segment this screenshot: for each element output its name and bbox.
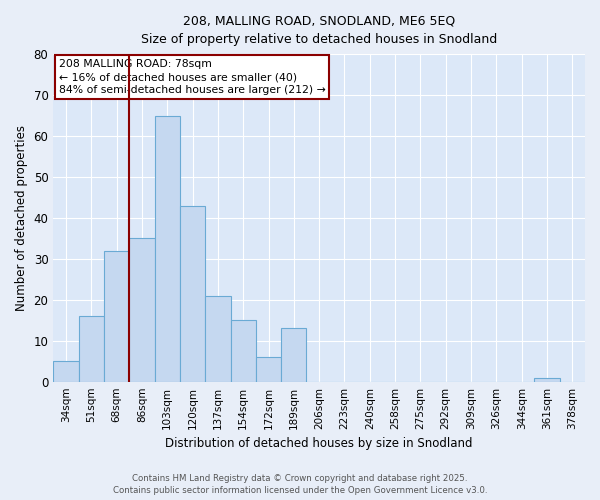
Text: Contains HM Land Registry data © Crown copyright and database right 2025.
Contai: Contains HM Land Registry data © Crown c… [113, 474, 487, 495]
Bar [155, 116, 180, 382]
Bar [104, 250, 129, 382]
Bar [180, 206, 205, 382]
Bar [281, 328, 307, 382]
X-axis label: Distribution of detached houses by size in Snodland: Distribution of detached houses by size … [166, 437, 473, 450]
Bar [129, 238, 155, 382]
Bar [230, 320, 256, 382]
Bar [535, 378, 560, 382]
Title: 208, MALLING ROAD, SNODLAND, ME6 5EQ
Size of property relative to detached house: 208, MALLING ROAD, SNODLAND, ME6 5EQ Siz… [141, 15, 497, 46]
Text: 208 MALLING ROAD: 78sqm
← 16% of detached houses are smaller (40)
84% of semi-de: 208 MALLING ROAD: 78sqm ← 16% of detache… [59, 59, 325, 96]
Bar [256, 357, 281, 382]
Y-axis label: Number of detached properties: Number of detached properties [15, 125, 28, 311]
Bar [53, 361, 79, 382]
Bar [205, 296, 230, 382]
Bar [79, 316, 104, 382]
